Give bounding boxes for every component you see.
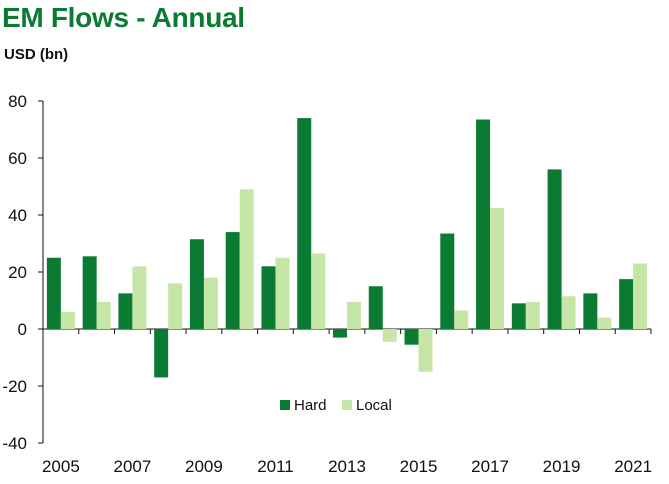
bar-local-2005 bbox=[60, 311, 75, 329]
bar-hard-2005 bbox=[46, 257, 61, 329]
bar-hard-2017 bbox=[476, 119, 491, 330]
bar-hard-2020 bbox=[583, 293, 598, 329]
bar-local-2013 bbox=[347, 301, 361, 329]
bar-local-2020 bbox=[597, 317, 612, 329]
legend: Hard Local bbox=[280, 397, 392, 414]
bar-hard-2008 bbox=[154, 329, 169, 378]
bar-local-2010 bbox=[239, 189, 254, 329]
bar-local-2008 bbox=[168, 283, 183, 329]
x-tick-label: 2005 bbox=[42, 457, 80, 476]
bar-hard-2010 bbox=[225, 232, 240, 329]
bar-hard-2007 bbox=[118, 293, 133, 329]
bar-hard-2012 bbox=[297, 118, 312, 329]
bar-hard-2006 bbox=[82, 256, 97, 329]
bar-local-2021 bbox=[633, 263, 648, 329]
y-tick-label: 20 bbox=[8, 263, 27, 282]
x-tick-label: 2011 bbox=[257, 457, 294, 476]
bar-hard-2021 bbox=[619, 279, 634, 329]
x-tick-label: 2017 bbox=[471, 457, 509, 476]
bar-hard-2011 bbox=[261, 266, 276, 329]
y-axis-unit-label: USD (bn) bbox=[4, 46, 69, 63]
bar-local-2012 bbox=[311, 253, 326, 329]
bar-hard-2009 bbox=[189, 239, 204, 329]
bar-hard-2015 bbox=[404, 329, 419, 345]
bar-hard-2013 bbox=[333, 329, 347, 338]
x-tick-label: 2019 bbox=[543, 457, 581, 476]
x-tick-label: 2015 bbox=[400, 457, 438, 476]
bar-local-2007 bbox=[132, 266, 147, 329]
y-axis-ticks: 80 60 40 20 0 -20 -40 bbox=[2, 92, 43, 453]
bar-local-2019 bbox=[561, 296, 576, 329]
bar-local-2015 bbox=[418, 329, 433, 372]
legend-swatch-hard bbox=[280, 400, 290, 410]
y-tick-label: -20 bbox=[2, 377, 27, 396]
x-tick-label: 2009 bbox=[185, 457, 223, 476]
bar-local-2014 bbox=[382, 329, 397, 342]
y-tick-label: 0 bbox=[18, 320, 27, 339]
x-axis-ticks: 2005 2007 2009 2011 2013 2015 2017 2019 2021 bbox=[42, 329, 652, 476]
y-tick-label: -40 bbox=[2, 434, 27, 453]
legend-swatch-local bbox=[342, 400, 352, 410]
bar-hard-2019 bbox=[547, 169, 562, 329]
y-tick-label: 80 bbox=[8, 92, 27, 111]
y-tick-label: 40 bbox=[8, 206, 27, 225]
x-tick-label: 2013 bbox=[328, 457, 366, 476]
chart-title: EM Flows - Annual bbox=[2, 2, 245, 33]
x-tick-label: 2007 bbox=[113, 457, 151, 476]
bar-hard-2018 bbox=[511, 303, 526, 329]
legend-label-local: Local bbox=[356, 397, 392, 414]
bar-local-2011 bbox=[275, 257, 290, 329]
bar-hard-2016 bbox=[440, 233, 455, 329]
bar-local-2006 bbox=[96, 301, 111, 329]
bar-local-2009 bbox=[203, 277, 218, 329]
bar-hard-2014 bbox=[368, 286, 383, 329]
x-tick-label: 2021 bbox=[614, 457, 652, 476]
bar-local-2018 bbox=[525, 301, 540, 329]
y-tick-label: 60 bbox=[8, 149, 27, 168]
legend-label-hard: Hard bbox=[294, 397, 327, 414]
bar-series bbox=[46, 118, 648, 378]
bar-local-2016 bbox=[454, 310, 469, 329]
bar-local-2017 bbox=[490, 207, 505, 329]
